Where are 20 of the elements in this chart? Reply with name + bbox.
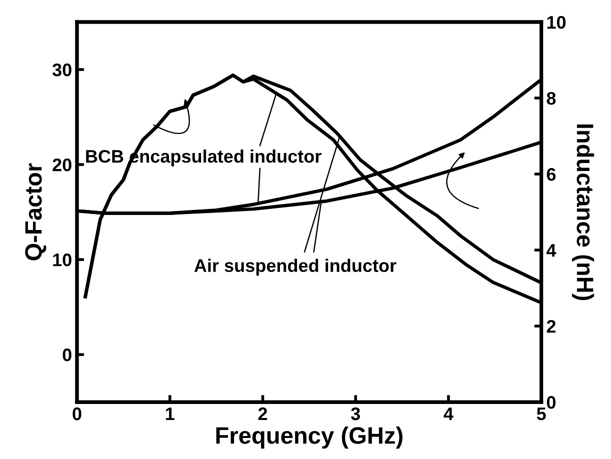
x-tick-label: 4 xyxy=(444,408,454,420)
y2-tick-label: 4 xyxy=(546,244,556,257)
annotation: Air suspended inductor xyxy=(194,258,396,276)
x-tick-label: 2 xyxy=(258,407,268,420)
y-tick-label: 10 xyxy=(53,254,72,266)
y2-tick-label: 8 xyxy=(546,92,556,105)
x-axis-title: Frequency (GHz) xyxy=(216,426,402,449)
y2-axis-title: Inductance (nH) xyxy=(572,124,594,300)
y-tick-label: 20 xyxy=(52,158,72,172)
y-tick-label: 0 xyxy=(62,348,72,362)
y2-tick-label: 0 xyxy=(546,396,556,409)
y-tick-label: 30 xyxy=(52,63,72,76)
x-tick-label: 5 xyxy=(536,408,546,420)
y2-tick-label: 2 xyxy=(546,320,556,333)
x-tick-label: 0 xyxy=(72,407,82,420)
x-tick-label: 3 xyxy=(350,407,360,420)
x-tick-label: 1 xyxy=(166,408,174,420)
y-axis-title: Q-Factor xyxy=(25,163,46,260)
y2-tick-label: 6 xyxy=(546,168,556,181)
y2-tick-label: 10 xyxy=(547,16,566,29)
